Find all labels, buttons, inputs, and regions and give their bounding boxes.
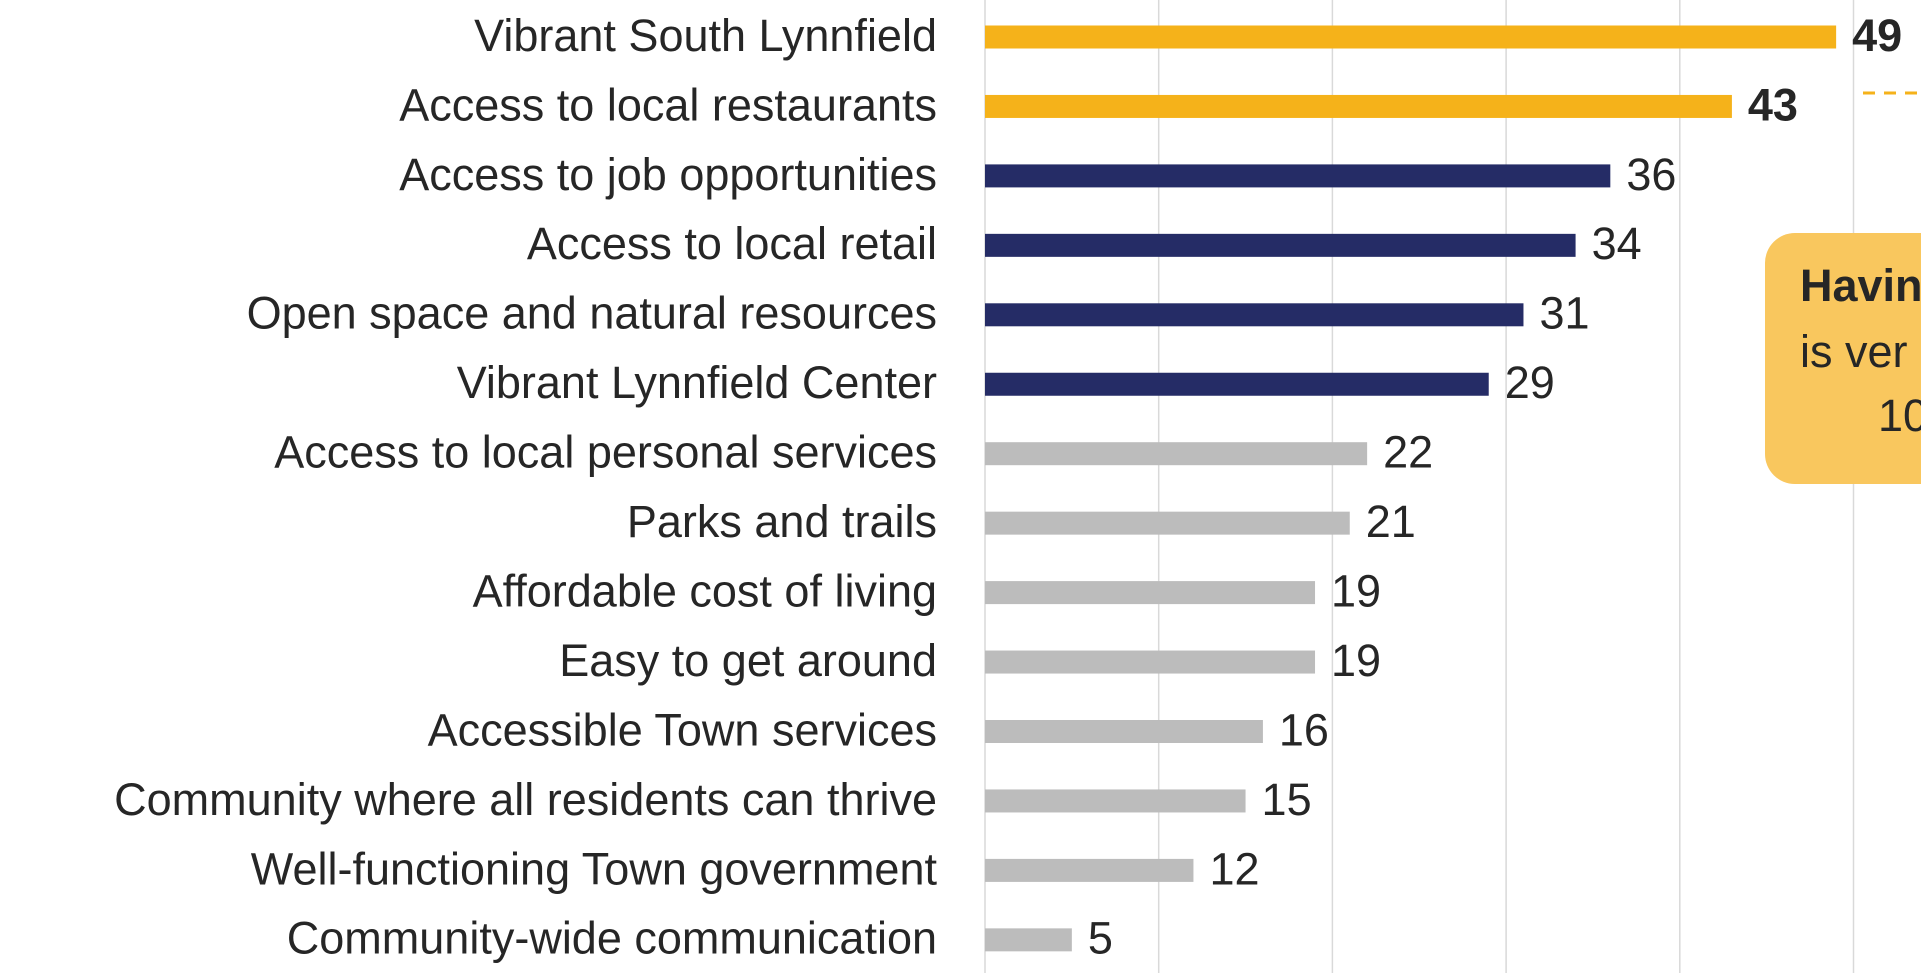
category-label: Community-wide communication [287, 913, 937, 964]
category-label: Easy to get around [559, 635, 937, 686]
bar [985, 233, 1576, 257]
data-label: 16 [1279, 704, 1329, 755]
data-label: 34 [1592, 218, 1642, 269]
callout-text: Havin [1800, 260, 1921, 311]
data-label: 36 [1626, 149, 1676, 200]
category-label: Vibrant Lynnfield Center [457, 357, 937, 408]
bar [985, 303, 1524, 327]
bar [985, 164, 1611, 188]
category-label: Well-functioning Town government [251, 843, 938, 894]
data-label: 49 [1852, 10, 1902, 61]
data-label: 15 [1262, 774, 1312, 825]
category-label: Access to local restaurants [399, 79, 937, 130]
bar [985, 650, 1316, 674]
bar [985, 442, 1368, 466]
category-label: Accessible Town services [428, 704, 937, 755]
category-label: Open space and natural resources [247, 288, 937, 339]
category-label: Community where all residents can thrive [114, 774, 937, 825]
bar [985, 789, 1246, 813]
data-label: 12 [1209, 843, 1259, 894]
category-label: Access to local retail [527, 218, 937, 269]
bar [985, 858, 1194, 882]
callout-box [1765, 233, 1921, 484]
bar [985, 720, 1263, 743]
category-label: Vibrant South Lynnfield [474, 10, 937, 61]
data-label: 29 [1505, 357, 1555, 408]
data-label: 43 [1748, 79, 1798, 130]
data-label: 19 [1331, 635, 1381, 686]
bar [985, 581, 1316, 605]
data-label: 19 [1331, 565, 1381, 616]
bar [985, 928, 1072, 952]
callout-text: is ver [1800, 326, 1908, 377]
bar [985, 25, 1837, 49]
data-label: 31 [1539, 288, 1589, 339]
category-label: Access to local personal services [274, 427, 937, 478]
bar [985, 372, 1489, 396]
category-label: Access to job opportunities [399, 149, 937, 200]
category-label: Affordable cost of living [473, 565, 937, 616]
category-label: Parks and trails [627, 496, 937, 547]
data-label: 5 [1088, 913, 1113, 964]
bar [985, 94, 1732, 118]
data-label: 22 [1383, 427, 1433, 478]
bar [985, 511, 1350, 535]
data-label: 21 [1366, 496, 1416, 547]
grid [984, 0, 1855, 973]
callout-text: 10 [1878, 390, 1921, 441]
